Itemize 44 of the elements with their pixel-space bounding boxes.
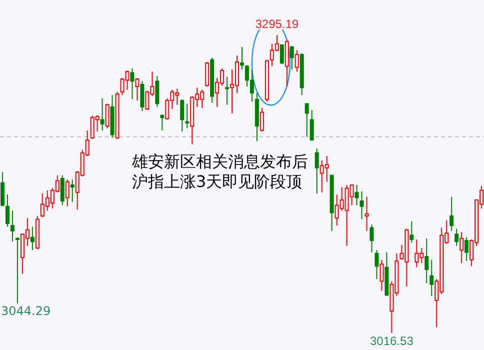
candlestick xyxy=(260,107,264,132)
candlestick xyxy=(354,184,359,206)
annotation: 雄安新区相关消息发布后 xyxy=(131,152,308,171)
candlestick xyxy=(240,46,244,70)
candlestick xyxy=(380,259,384,292)
candlestick xyxy=(360,190,364,220)
candlestick xyxy=(140,80,144,112)
candlestick xyxy=(410,220,414,244)
candlestick xyxy=(294,50,299,72)
candlestick xyxy=(464,236,469,262)
candlestick xyxy=(454,228,459,246)
candlestick xyxy=(424,238,429,284)
candlestick xyxy=(60,174,64,206)
annotation: 3016.53 xyxy=(370,334,414,348)
candlestick xyxy=(205,61,210,88)
candlestick xyxy=(310,110,314,141)
candlestick xyxy=(280,44,284,65)
candlestick xyxy=(225,76,230,106)
candlestick xyxy=(160,114,164,131)
candlestick xyxy=(364,196,369,232)
annotation: 沪指上涨3天即见阶段顶 xyxy=(132,172,302,191)
candlestick xyxy=(370,224,374,253)
candlestick xyxy=(30,226,34,251)
candlestick xyxy=(0,172,4,207)
candlestick xyxy=(105,103,110,129)
candlestick xyxy=(180,98,184,132)
candlestick xyxy=(15,236,20,304)
candlestick xyxy=(304,103,309,138)
candlestick xyxy=(185,103,190,129)
candlestick xyxy=(430,259,434,297)
candlestick xyxy=(5,194,10,228)
candlestick xyxy=(10,210,14,242)
candlestick xyxy=(450,196,454,232)
candlestick xyxy=(155,75,160,108)
candlestick xyxy=(374,250,379,280)
candlestick xyxy=(100,98,104,131)
candlestick xyxy=(130,68,134,100)
candlestick xyxy=(135,77,140,101)
candlestick xyxy=(70,179,74,203)
candlestick xyxy=(65,179,70,207)
candlestick xyxy=(290,45,294,70)
annotation: 3044.29 xyxy=(1,304,51,318)
candlestick xyxy=(460,231,464,264)
candlestick xyxy=(314,148,319,194)
